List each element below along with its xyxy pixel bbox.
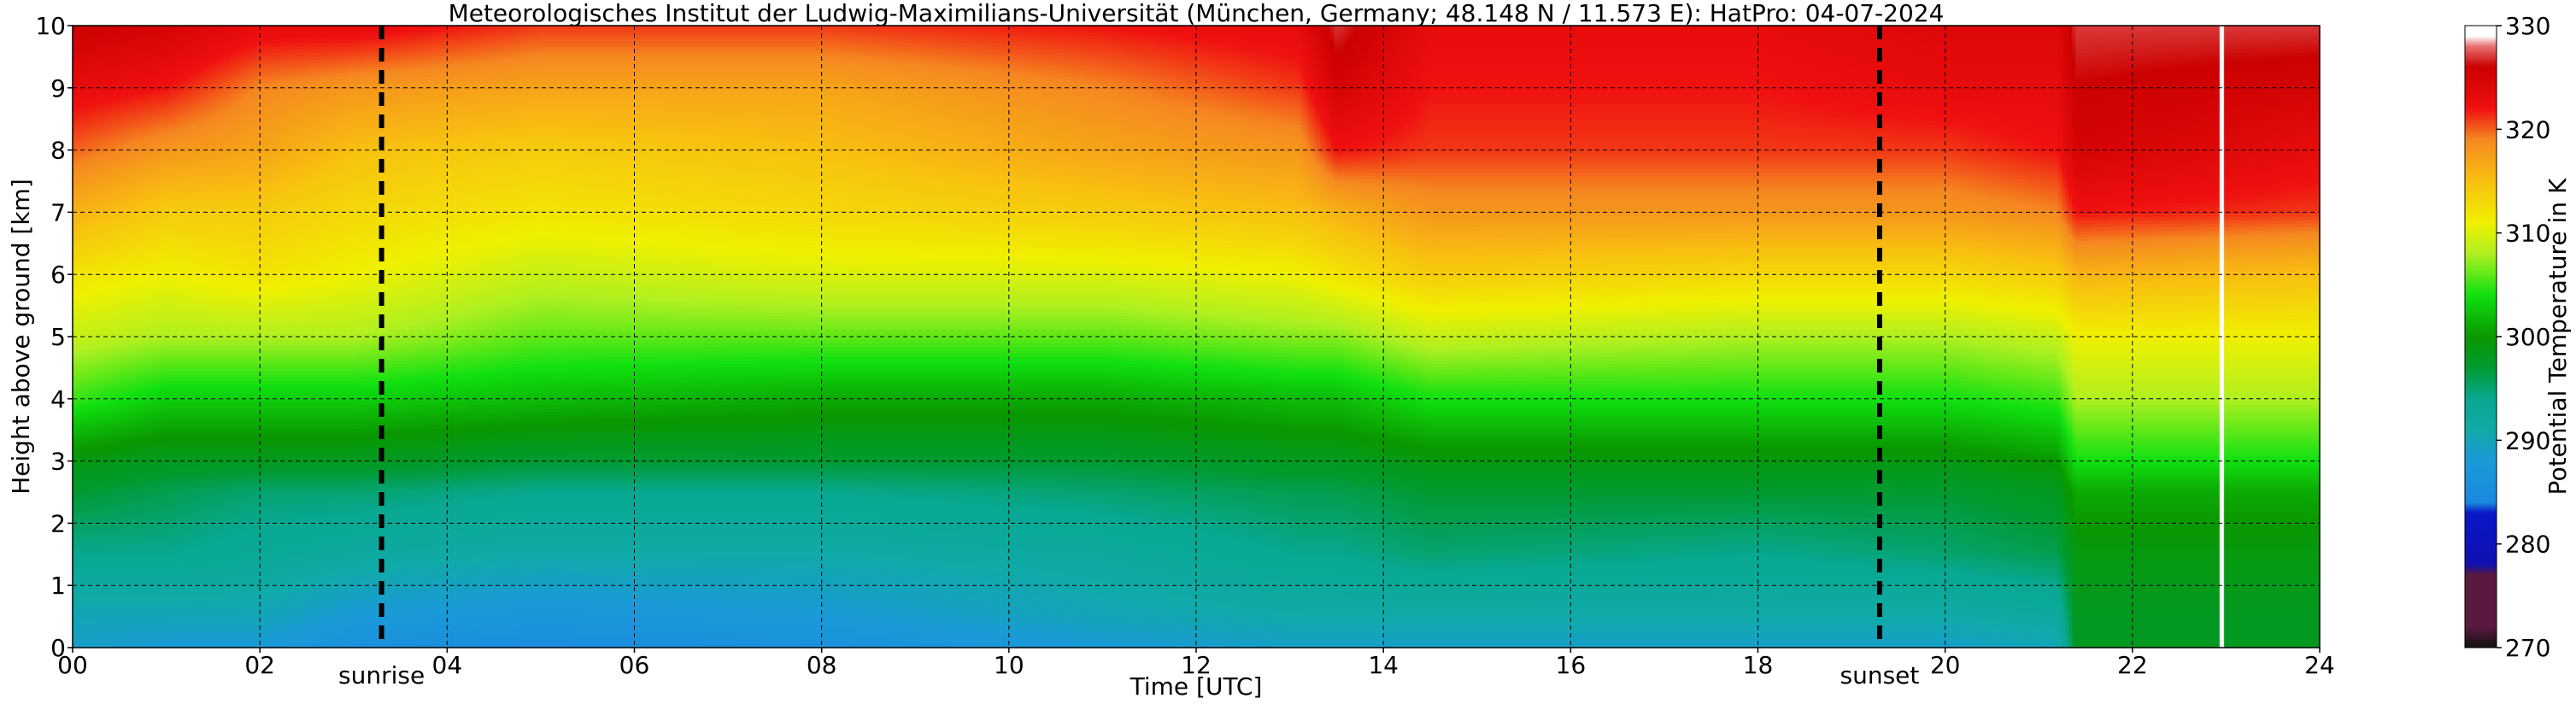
y-tick-label: 5 [50,323,66,351]
colorbar [2464,25,2497,648]
colorbar-tick-label: 320 [2505,115,2550,144]
y-tick-label: 2 [50,509,66,537]
x-tick-label: 08 [807,651,837,679]
x-axis-label: Time [UTC] [1130,672,1263,701]
y-tick-label: 10 [35,12,66,40]
x-tick-label: 06 [619,651,650,679]
annotation-labels: sunrise sunset [338,661,1919,689]
sunrise-label: sunrise [338,661,425,689]
colorbar-tick-label: 300 [2505,323,2550,351]
x-axis: 00 02 04 06 08 10 12 14 16 18 20 22 24 [57,648,2335,679]
x-tick-label: 22 [2117,651,2148,679]
x-tick-label: 16 [1556,651,1587,679]
y-tick-label: 3 [50,448,66,476]
x-tick-label: 10 [994,651,1024,679]
y-tick-label: 6 [50,261,66,289]
colorbar-axis: 270 280 290 300 310 320 330 [2497,12,2550,662]
colorbar-tick-label: 290 [2505,426,2550,455]
sunset-label: sunset [1840,661,1920,689]
chart-title: Meteorologisches Institut der Ludwig-Max… [449,0,1945,27]
x-tick-label: 14 [1368,651,1399,679]
annotation-lines [378,26,1882,648]
x-tick-label: 02 [244,651,275,679]
colorbar-tick-label: 280 [2505,531,2550,559]
y-axis-label: Height above ground [km] [7,179,35,495]
y-tick-label: 4 [50,385,66,414]
y-tick-label: 7 [50,198,66,226]
y-tick-label: 0 [50,634,66,662]
x-tick-label: 24 [2304,651,2335,679]
x-tick-label: 04 [432,651,463,679]
colorbar-tick-label: 270 [2505,634,2550,662]
grid-lines [73,26,2320,648]
y-tick-label: 1 [50,572,66,600]
y-tick-label: 9 [50,74,66,103]
x-tick-label: 00 [57,651,88,679]
colorbar-tick-label: 330 [2505,12,2550,40]
y-axis: 0 1 2 3 4 5 6 7 8 9 10 [35,12,73,662]
x-tick-label: 18 [1743,651,1774,679]
y-tick-label: 8 [50,137,66,165]
colorbar-tick-label: 310 [2505,220,2550,248]
colorbar-label: Potential Temperature in K [2544,178,2572,495]
x-tick-label: 12 [1181,651,1212,679]
x-tick-label: 20 [1930,651,1961,679]
